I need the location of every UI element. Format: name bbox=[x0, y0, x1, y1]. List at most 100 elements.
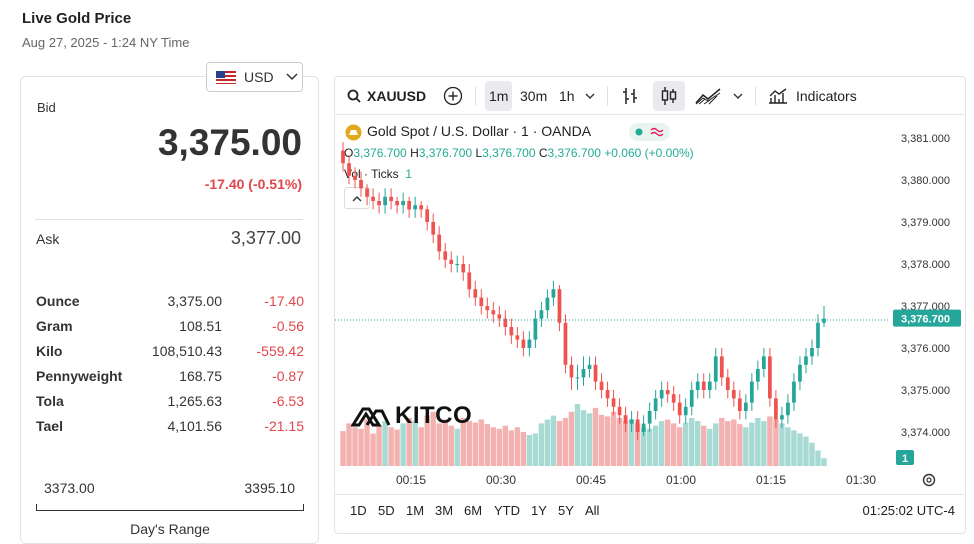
unit-row: Tael 4,101.56 -21.15 bbox=[36, 418, 304, 438]
unit-name: Tola bbox=[36, 393, 64, 409]
candle bbox=[461, 264, 466, 273]
price-chart[interactable]: 3,381.000 3,380.000 3,379.000 3,378.000 3,37… bbox=[335, 116, 965, 496]
volume-bar bbox=[809, 442, 815, 466]
change-value: +0.060 (+0.00%) bbox=[604, 146, 694, 160]
volume-bar bbox=[815, 450, 821, 466]
candle bbox=[762, 356, 766, 369]
candle bbox=[755, 369, 760, 382]
volume-bar bbox=[346, 423, 352, 466]
price-tick-label: 3,375.000 bbox=[901, 385, 950, 397]
candle bbox=[737, 398, 742, 411]
unit-row: Gram 108.51 -0.56 bbox=[36, 318, 304, 338]
low-value: 3,376.700 bbox=[482, 146, 536, 160]
volume-bar bbox=[628, 419, 635, 466]
interval-1h[interactable]: 1h bbox=[559, 88, 575, 104]
volume-bar bbox=[376, 425, 382, 466]
candle bbox=[383, 196, 387, 206]
volume-bar bbox=[598, 414, 605, 466]
candle bbox=[365, 188, 369, 197]
candle bbox=[713, 356, 718, 382]
volume-bar bbox=[586, 413, 593, 466]
candle bbox=[431, 222, 436, 235]
interval-menu[interactable] bbox=[585, 77, 595, 115]
volume-bar bbox=[544, 419, 551, 466]
volume-bar bbox=[364, 419, 370, 466]
compare-button[interactable] bbox=[443, 77, 463, 115]
time-tick-label: 00:15 bbox=[396, 473, 426, 487]
gear-icon[interactable] bbox=[922, 473, 936, 487]
chevron-down-icon bbox=[585, 93, 595, 99]
volume-bar bbox=[785, 427, 791, 466]
candle bbox=[371, 196, 375, 201]
range-1y[interactable]: 1Y bbox=[531, 503, 547, 518]
candle bbox=[623, 415, 628, 424]
volume-bar bbox=[448, 425, 454, 466]
symbol-search[interactable]: XAUUSD bbox=[347, 77, 426, 115]
range-3m[interactable]: 3M bbox=[435, 503, 454, 518]
candlestick-icon bbox=[661, 87, 677, 105]
collapse-legend-button[interactable] bbox=[344, 187, 370, 209]
candle bbox=[647, 411, 652, 424]
indicators-label: Indicators bbox=[796, 88, 857, 104]
range-label: Day's Range bbox=[130, 521, 210, 537]
volume-bar bbox=[640, 427, 647, 466]
candle bbox=[599, 381, 604, 390]
bar-style-button[interactable] bbox=[621, 77, 639, 115]
volume-bar bbox=[725, 421, 731, 466]
candle bbox=[749, 381, 754, 403]
unit-value: 3,375.00 bbox=[167, 293, 223, 309]
interval-30m[interactable]: 30m bbox=[520, 88, 548, 104]
volume-bar bbox=[574, 404, 581, 466]
volume-bar bbox=[436, 423, 442, 466]
range-1m[interactable]: 1M bbox=[406, 503, 425, 518]
currency-selector[interactable]: USD bbox=[206, 62, 303, 92]
candle bbox=[707, 381, 712, 390]
bid-label: Bid bbox=[37, 100, 56, 115]
unit-value: 108.51 bbox=[179, 318, 222, 334]
volume-label: Vol · Ticks bbox=[344, 167, 399, 181]
range-5y[interactable]: 5Y bbox=[558, 503, 574, 518]
candle bbox=[677, 402, 682, 416]
candle bbox=[479, 297, 484, 306]
range-all[interactable]: All bbox=[585, 503, 600, 518]
candle bbox=[611, 398, 616, 407]
candle bbox=[497, 314, 502, 319]
unit-name: Tael bbox=[36, 418, 63, 434]
volume-bar bbox=[695, 421, 701, 466]
candle bbox=[569, 364, 574, 378]
area-style-button[interactable] bbox=[695, 77, 721, 115]
candle bbox=[389, 196, 393, 201]
candle bbox=[437, 234, 442, 252]
candle-style-button[interactable] bbox=[653, 81, 685, 111]
volume-bar bbox=[460, 417, 466, 466]
price-tick-label: 3,374.000 bbox=[901, 427, 950, 439]
candle bbox=[491, 310, 496, 315]
candle bbox=[653, 398, 658, 411]
range-1d[interactable]: 1D bbox=[350, 503, 367, 518]
volume-bar bbox=[604, 416, 611, 466]
range-ytd[interactable]: YTD bbox=[494, 503, 520, 518]
range-6m[interactable]: 6M bbox=[464, 503, 483, 518]
candle bbox=[804, 356, 808, 365]
price-tick-label: 3,376.000 bbox=[901, 343, 950, 355]
candle bbox=[659, 390, 664, 399]
candle bbox=[413, 205, 418, 210]
indicators-button[interactable]: Indicators bbox=[768, 77, 857, 115]
range-5d[interactable]: 5D bbox=[378, 503, 395, 518]
volume-bar bbox=[707, 428, 713, 466]
candle bbox=[419, 205, 424, 210]
chart-type-menu[interactable] bbox=[733, 77, 743, 115]
time-tick-label: 00:45 bbox=[576, 473, 606, 487]
area-chart-icon bbox=[695, 88, 721, 105]
interval-1m[interactable]: 1m bbox=[485, 81, 513, 111]
volume-badge-label: 1 bbox=[902, 453, 908, 465]
candle bbox=[605, 390, 610, 399]
volume-bar bbox=[418, 427, 424, 466]
candle bbox=[635, 419, 640, 432]
volume-bar bbox=[755, 417, 761, 466]
chart-clock[interactable]: 01:25:02 UTC-4 bbox=[862, 503, 956, 518]
market-status-pill[interactable] bbox=[629, 123, 670, 141]
toolbar-divider bbox=[755, 86, 756, 106]
candle bbox=[533, 318, 538, 340]
volume-bar bbox=[592, 407, 599, 466]
